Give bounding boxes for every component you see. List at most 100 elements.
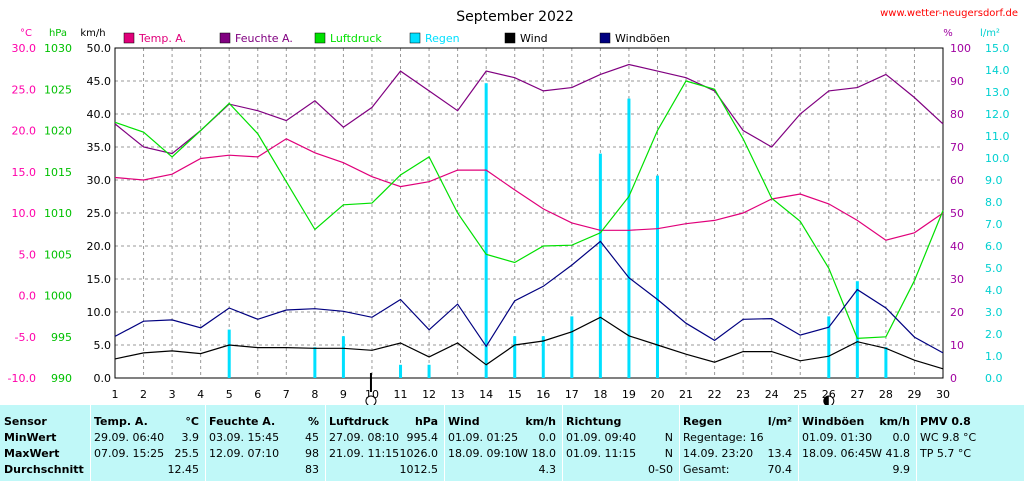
stats-cell-right: 0.0 [538, 431, 557, 444]
stats-cell-left: 27.09. 08:10 [329, 431, 400, 444]
x-tick-label: 3 [169, 388, 176, 401]
stats-header-label: Temp. A. [94, 415, 148, 428]
wind-tick-label: 45.0 [87, 75, 112, 88]
stats-header: Wind km/h [444, 414, 562, 429]
source-link[interactable]: www.wetter-neugersdorf.de [880, 8, 1018, 19]
stats-column: PMV 0.8 WC 9.8 °C TP 5.7 °C [916, 405, 1024, 481]
stats-cell-right: 0-S0 [648, 463, 673, 476]
stats-cell-right: 9.9 [892, 463, 911, 476]
stats-cell-left: 14.09. 23:20 [683, 447, 754, 460]
temp-tick-label: 15.0 [12, 166, 37, 179]
stats-cell-left: 01.09. 01:30 [802, 431, 873, 444]
legend: Temp. A. Feuchte A. Luftdruck Regen Wind Wind… [123, 32, 670, 45]
pressure-tick-label: 995 [51, 331, 72, 344]
stats-column: Windböen km/h 01.09. 01:30 0.0 18.09. 06:45 W… [798, 405, 916, 481]
x-tick-label: 9 [340, 388, 347, 401]
x-tick-label: 24 [765, 388, 779, 401]
rain-bar [655, 175, 659, 378]
temp-tick-label: -10.0 [8, 372, 36, 385]
stats-divider [916, 405, 917, 481]
rain-tick-label: 6.0 [985, 240, 1003, 253]
stats-header-unit: % [307, 415, 319, 428]
humidity-tick-label: 30 [950, 273, 964, 286]
x-tick-label: 21 [679, 388, 693, 401]
x-tick-label: 25 [793, 388, 807, 401]
stats-cell-right: N [664, 447, 673, 460]
legend-swatch [219, 32, 231, 44]
stats-header-label: Regen [683, 415, 723, 428]
x-tick-label: 17 [565, 388, 579, 401]
series-line [114, 80, 944, 340]
stats-divider [90, 405, 91, 481]
rain-tick-label: 8.0 [985, 196, 1003, 209]
stats-header-label: Wind [448, 415, 480, 428]
stats-cell-right: W 18.0 [517, 447, 556, 460]
stats-header-unit: km/h [879, 415, 910, 428]
x-tick-label: 1 [112, 388, 119, 401]
stats-divider [205, 405, 206, 481]
humidity-tick-label: 100 [950, 42, 971, 55]
humidity-tick-label: 60 [950, 174, 964, 187]
stats-header: Richtung [562, 414, 679, 429]
pressure-tick-label: 990 [51, 372, 72, 385]
temp-tick-label: 25.0 [12, 83, 37, 96]
stats-cell-left: 07.09. 15:25 [94, 447, 165, 460]
stats-cell-right: 25.5 [174, 447, 200, 460]
x-tick-label: 14 [479, 388, 493, 401]
temp-tick-label: 30.0 [12, 42, 37, 55]
stats-row: MinWert [0, 430, 90, 445]
x-tick-label: 6 [254, 388, 261, 401]
stats-cell-left: Regentage: 16 [683, 431, 764, 444]
stats-cell-left: 18.09. 06:45 [802, 447, 873, 460]
legend-entry: Temp. A. [138, 32, 186, 45]
x-tick-label: 11 [394, 388, 408, 401]
series-line [114, 240, 944, 354]
wind-tick-label: 35.0 [87, 141, 112, 154]
stats-cell-left: 01.09. 09:40 [566, 431, 637, 444]
x-tick-label: 2 [140, 388, 147, 401]
series-line [114, 63, 944, 155]
rain-tick-label: 0.0 [985, 372, 1003, 385]
legend-swatch [409, 32, 421, 44]
stats-cell-right: 0.0 [892, 431, 911, 444]
pressure-tick-label: 1000 [44, 290, 72, 303]
rain-tick-label: 4.0 [985, 284, 1003, 297]
series-lines [114, 63, 944, 370]
rain-tick-label: 5.0 [985, 262, 1003, 275]
temp-tick-label: -5.0 [15, 331, 36, 344]
series-line [114, 138, 944, 241]
stats-header: PMV 0.8 [916, 414, 1024, 429]
stats-cell-left: 29.09. 06:40 [94, 431, 165, 444]
rain-tick-label: 1.0 [985, 350, 1003, 363]
legend-entry: Luftdruck [330, 32, 382, 45]
x-tick-label: 15 [508, 388, 522, 401]
rain-bar [341, 336, 345, 378]
humidity-axis-unit: % [943, 28, 953, 39]
x-tick-label: 5 [226, 388, 233, 401]
stats-header-unit: l/m² [767, 415, 792, 428]
wind-axis-unit: km/h [80, 28, 105, 39]
pressure-tick-label: 1010 [44, 207, 72, 220]
x-tick-label: 20 [650, 388, 664, 401]
rain-tick-label: 2.0 [985, 328, 1003, 341]
rain-bar [598, 153, 602, 378]
stats-divider [679, 405, 680, 481]
x-tick-label: 12 [422, 388, 436, 401]
stats-row: 03.09. 15:45 45 [205, 430, 325, 445]
stats-row: 9.9 [798, 462, 916, 477]
humidity-tick-label: 70 [950, 141, 964, 154]
pressure-tick-label: 1020 [44, 125, 72, 138]
rain-bar [541, 336, 545, 378]
temp-axis-unit: °C [20, 28, 32, 39]
stats-divider [444, 405, 445, 481]
stats-cell-right: 13.4 [767, 447, 793, 460]
legend-entry: Feuchte A. [235, 32, 293, 45]
stats-header-label: Richtung [566, 415, 622, 428]
moon-markers [365, 373, 835, 405]
stats-row: 01.09. 11:15 N [562, 446, 679, 461]
legend-entry: Wind [520, 32, 548, 45]
rain-axis-unit: l/m² [980, 28, 1000, 39]
stats-cell-right: 98 [305, 447, 319, 460]
stats-row: 27.09. 08:10 995.4 [325, 430, 444, 445]
stats-row [916, 462, 1024, 477]
